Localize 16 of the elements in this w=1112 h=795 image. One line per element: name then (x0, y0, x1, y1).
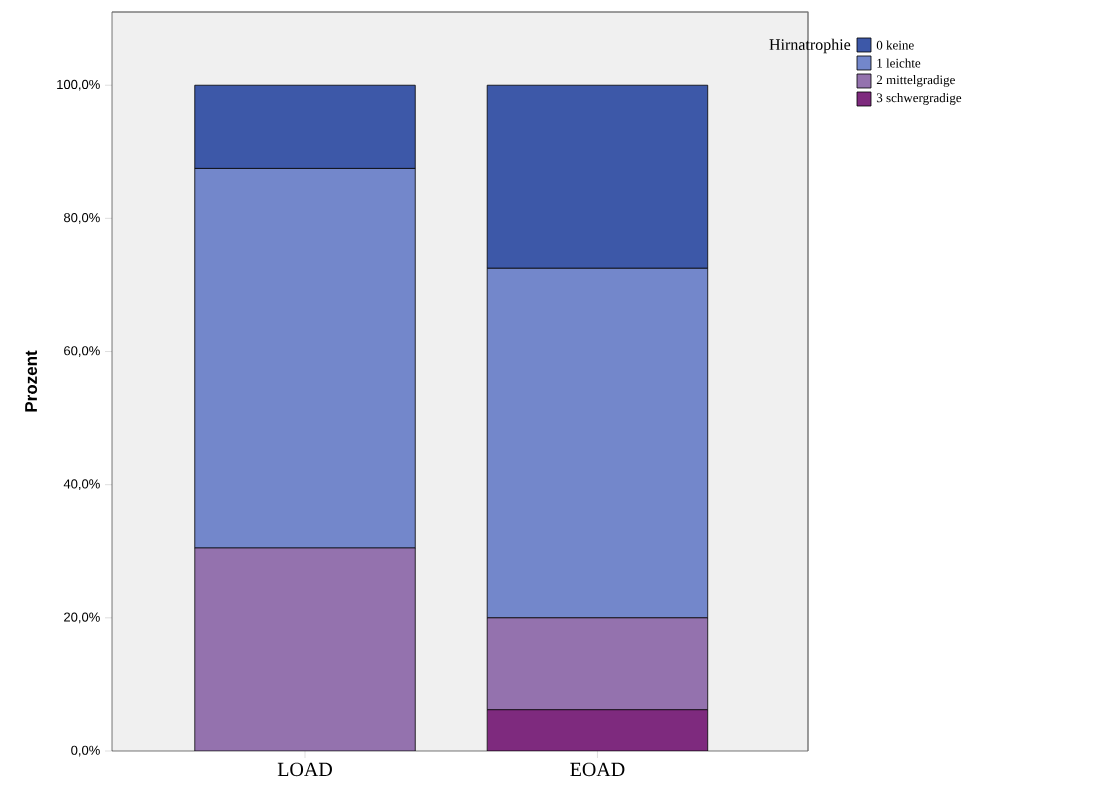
legend-title: Hirnatrophie (769, 38, 851, 54)
bar (486, 617, 709, 711)
legend-label: 1 leichte (877, 58, 921, 68)
y-axis-title: Prozent (25, 350, 38, 412)
x-tick-label: EOAD (570, 762, 625, 777)
y-tick-label: 0,0% (71, 745, 100, 757)
y-tick-label: 80,0% (63, 213, 100, 224)
y-tick-label: 20,0% (64, 612, 100, 624)
y-tick-label: 100,0% (57, 79, 100, 91)
legend-label: 2 mittelgradige (876, 75, 955, 87)
bar (194, 547, 416, 751)
legend-label: 0 keine (876, 40, 914, 50)
legend-label: 3 schwergradige (876, 93, 962, 105)
y-tick-label: 60,0% (64, 346, 100, 357)
y-tick-label: 40,0% (63, 479, 100, 491)
x-tick-label: LOAD (277, 762, 332, 777)
